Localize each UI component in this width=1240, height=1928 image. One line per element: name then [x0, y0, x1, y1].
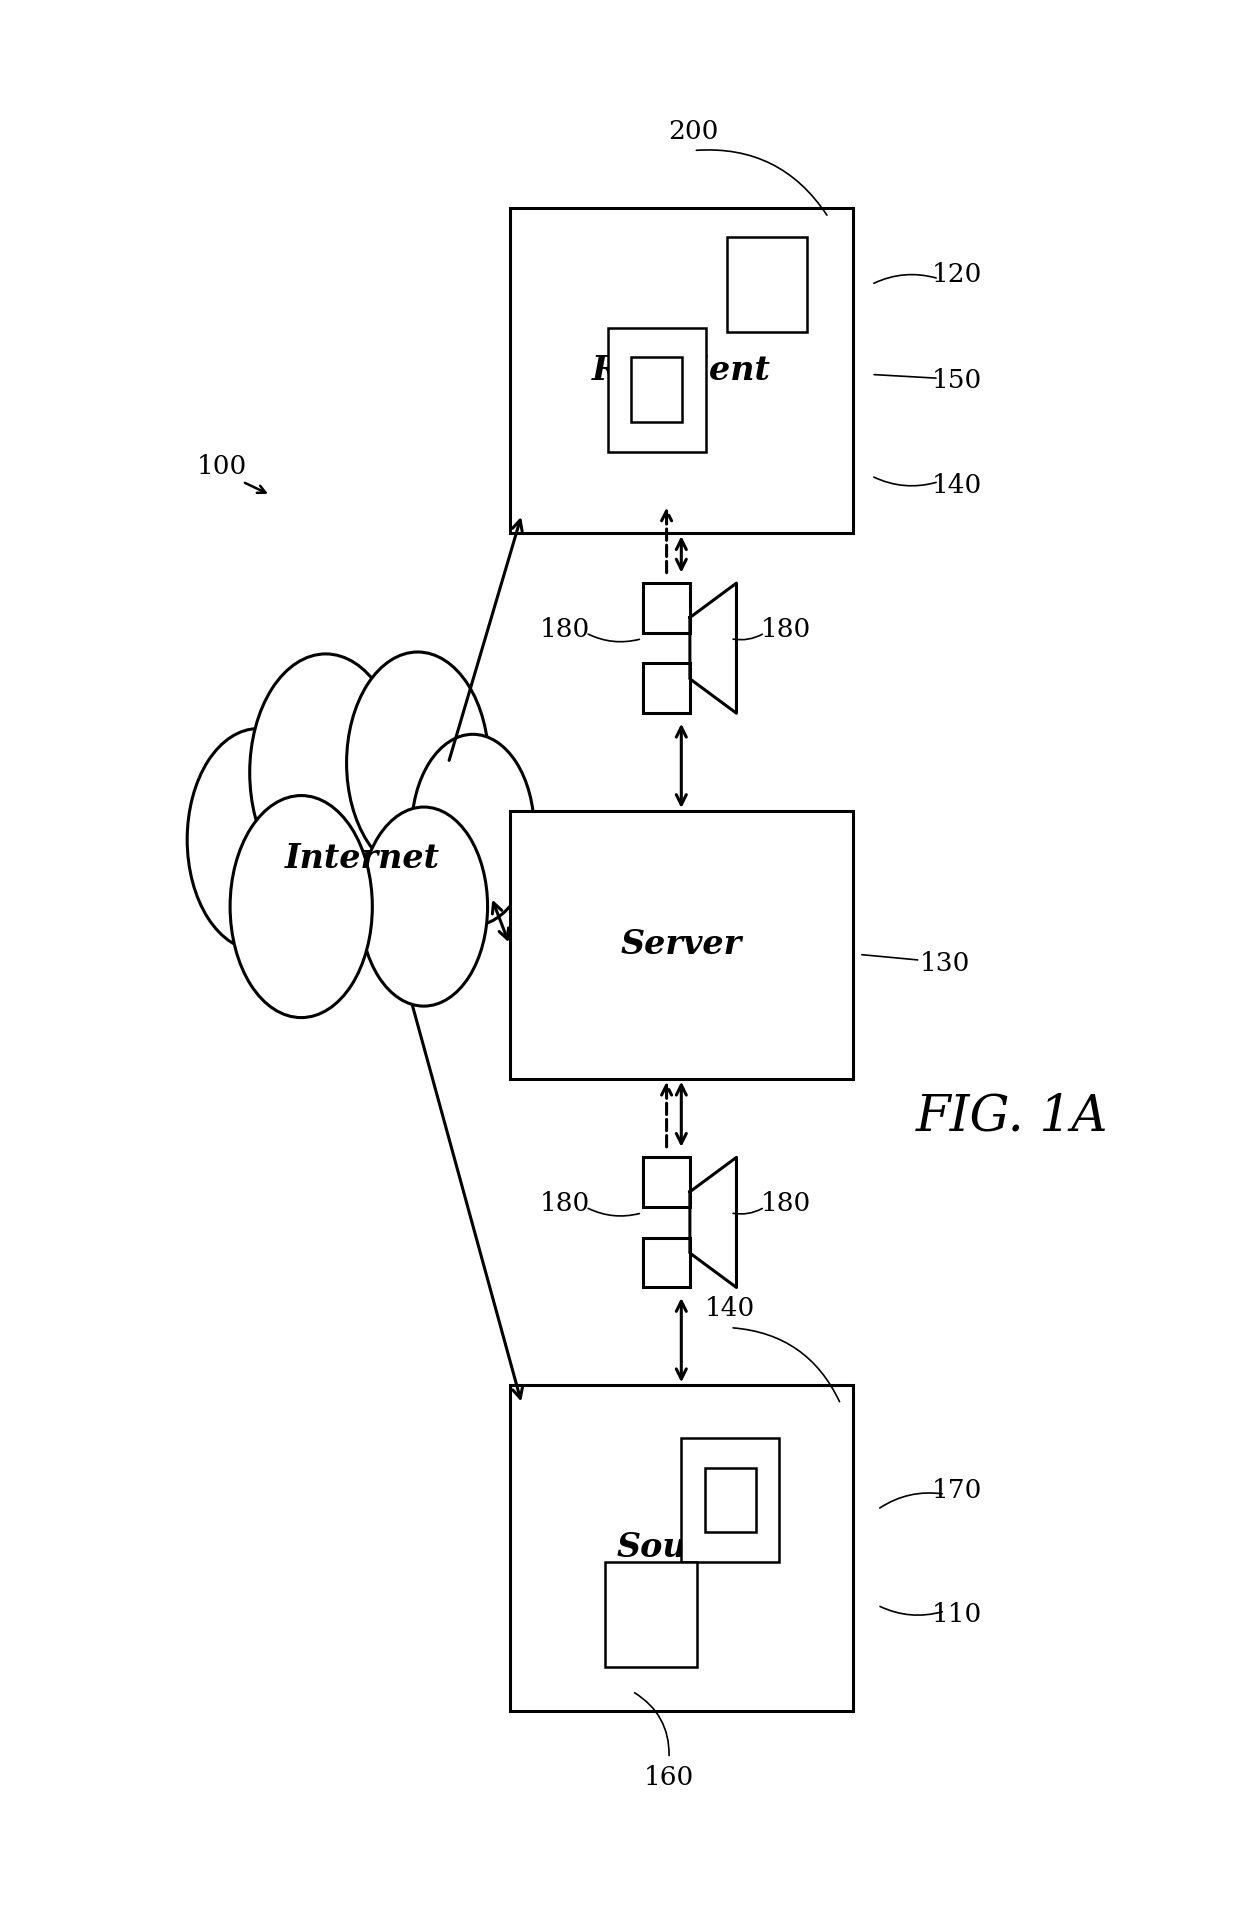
Bar	[644, 582, 689, 632]
Bar	[631, 357, 682, 422]
Circle shape	[249, 654, 402, 891]
Text: 120: 120	[932, 262, 982, 287]
Bar	[644, 1238, 689, 1288]
Text: FIG. 1A: FIG. 1A	[916, 1093, 1109, 1141]
Bar	[681, 1438, 780, 1562]
Bar	[510, 1384, 853, 1710]
Bar	[510, 208, 853, 534]
Text: 100: 100	[196, 453, 247, 478]
Text: Source: Source	[616, 1531, 746, 1564]
Text: 170: 170	[932, 1479, 982, 1504]
Circle shape	[360, 808, 487, 1006]
Text: 180: 180	[760, 617, 811, 642]
Bar	[605, 1562, 697, 1668]
Circle shape	[187, 729, 330, 951]
Text: 140: 140	[932, 472, 982, 497]
Bar	[608, 328, 706, 451]
Circle shape	[412, 735, 534, 925]
Bar	[510, 812, 853, 1080]
Text: 110: 110	[932, 1602, 982, 1627]
Bar	[728, 237, 807, 332]
Bar	[644, 663, 689, 713]
Circle shape	[231, 796, 372, 1018]
Circle shape	[346, 652, 489, 873]
Text: 180: 180	[760, 1192, 811, 1217]
Bar	[704, 1467, 756, 1533]
Text: 180: 180	[539, 1192, 590, 1217]
Text: 200: 200	[668, 120, 719, 145]
Text: 130: 130	[920, 952, 970, 976]
Text: 150: 150	[932, 368, 982, 393]
Text: 160: 160	[644, 1764, 694, 1789]
Text: 180: 180	[539, 617, 590, 642]
Text: 140: 140	[706, 1296, 755, 1321]
Text: Recipient: Recipient	[591, 355, 771, 388]
Text: Server: Server	[621, 929, 742, 962]
Text: Internet: Internet	[285, 843, 440, 875]
Bar	[644, 1157, 689, 1207]
